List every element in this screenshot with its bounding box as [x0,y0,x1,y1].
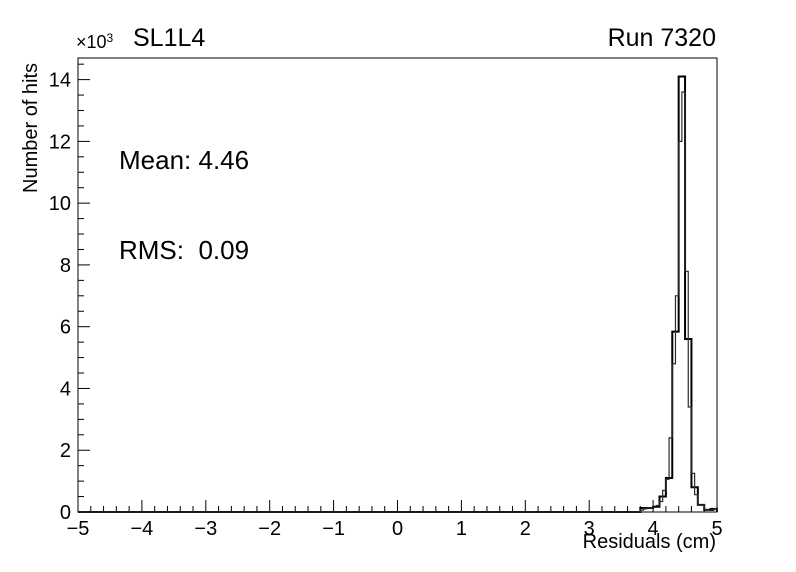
multiplier-exponent: 3 [106,31,114,45]
y-tick-label: 12 [49,131,71,153]
stat-rms: RMS: 0.09 [119,235,250,265]
y-tick-label: 8 [60,255,71,277]
x-tick-label: −2 [258,518,281,540]
y-axis-multiplier: ×103 [76,31,113,53]
run-label: Run 7320 [607,24,716,52]
stats-box: Mean: 4.46 RMS: 0.09 [119,85,249,325]
histogram-overlay [78,91,718,513]
y-axis-title: Number of hits [20,62,42,193]
x-tick-label: 5 [711,518,722,540]
x-tick-label: 2 [520,518,531,540]
x-axis-title: Residuals (cm) [582,531,716,553]
y-tick-label: 0 [60,502,71,524]
stat-mean: Mean: 4.46 [119,145,250,175]
x-tick-label: −1 [322,518,345,540]
x-tick-label: 0 [392,518,403,540]
x-tick-label: −4 [130,518,153,540]
multiplier-base: ×10 [76,32,107,52]
x-tick-label: 4 [648,518,659,540]
x-tick-label: −5 [67,518,90,540]
plot-title: SL1L4 [133,24,206,52]
y-tick-label: 10 [49,193,71,215]
y-tick-label: 14 [49,70,71,92]
x-tick-label: 3 [584,518,595,540]
x-tick-label: 1 [456,518,467,540]
y-tick-label: 2 [60,440,71,462]
x-tick-label: −3 [194,518,217,540]
y-tick-label: 6 [60,317,71,339]
y-tick-label: 4 [60,378,71,400]
